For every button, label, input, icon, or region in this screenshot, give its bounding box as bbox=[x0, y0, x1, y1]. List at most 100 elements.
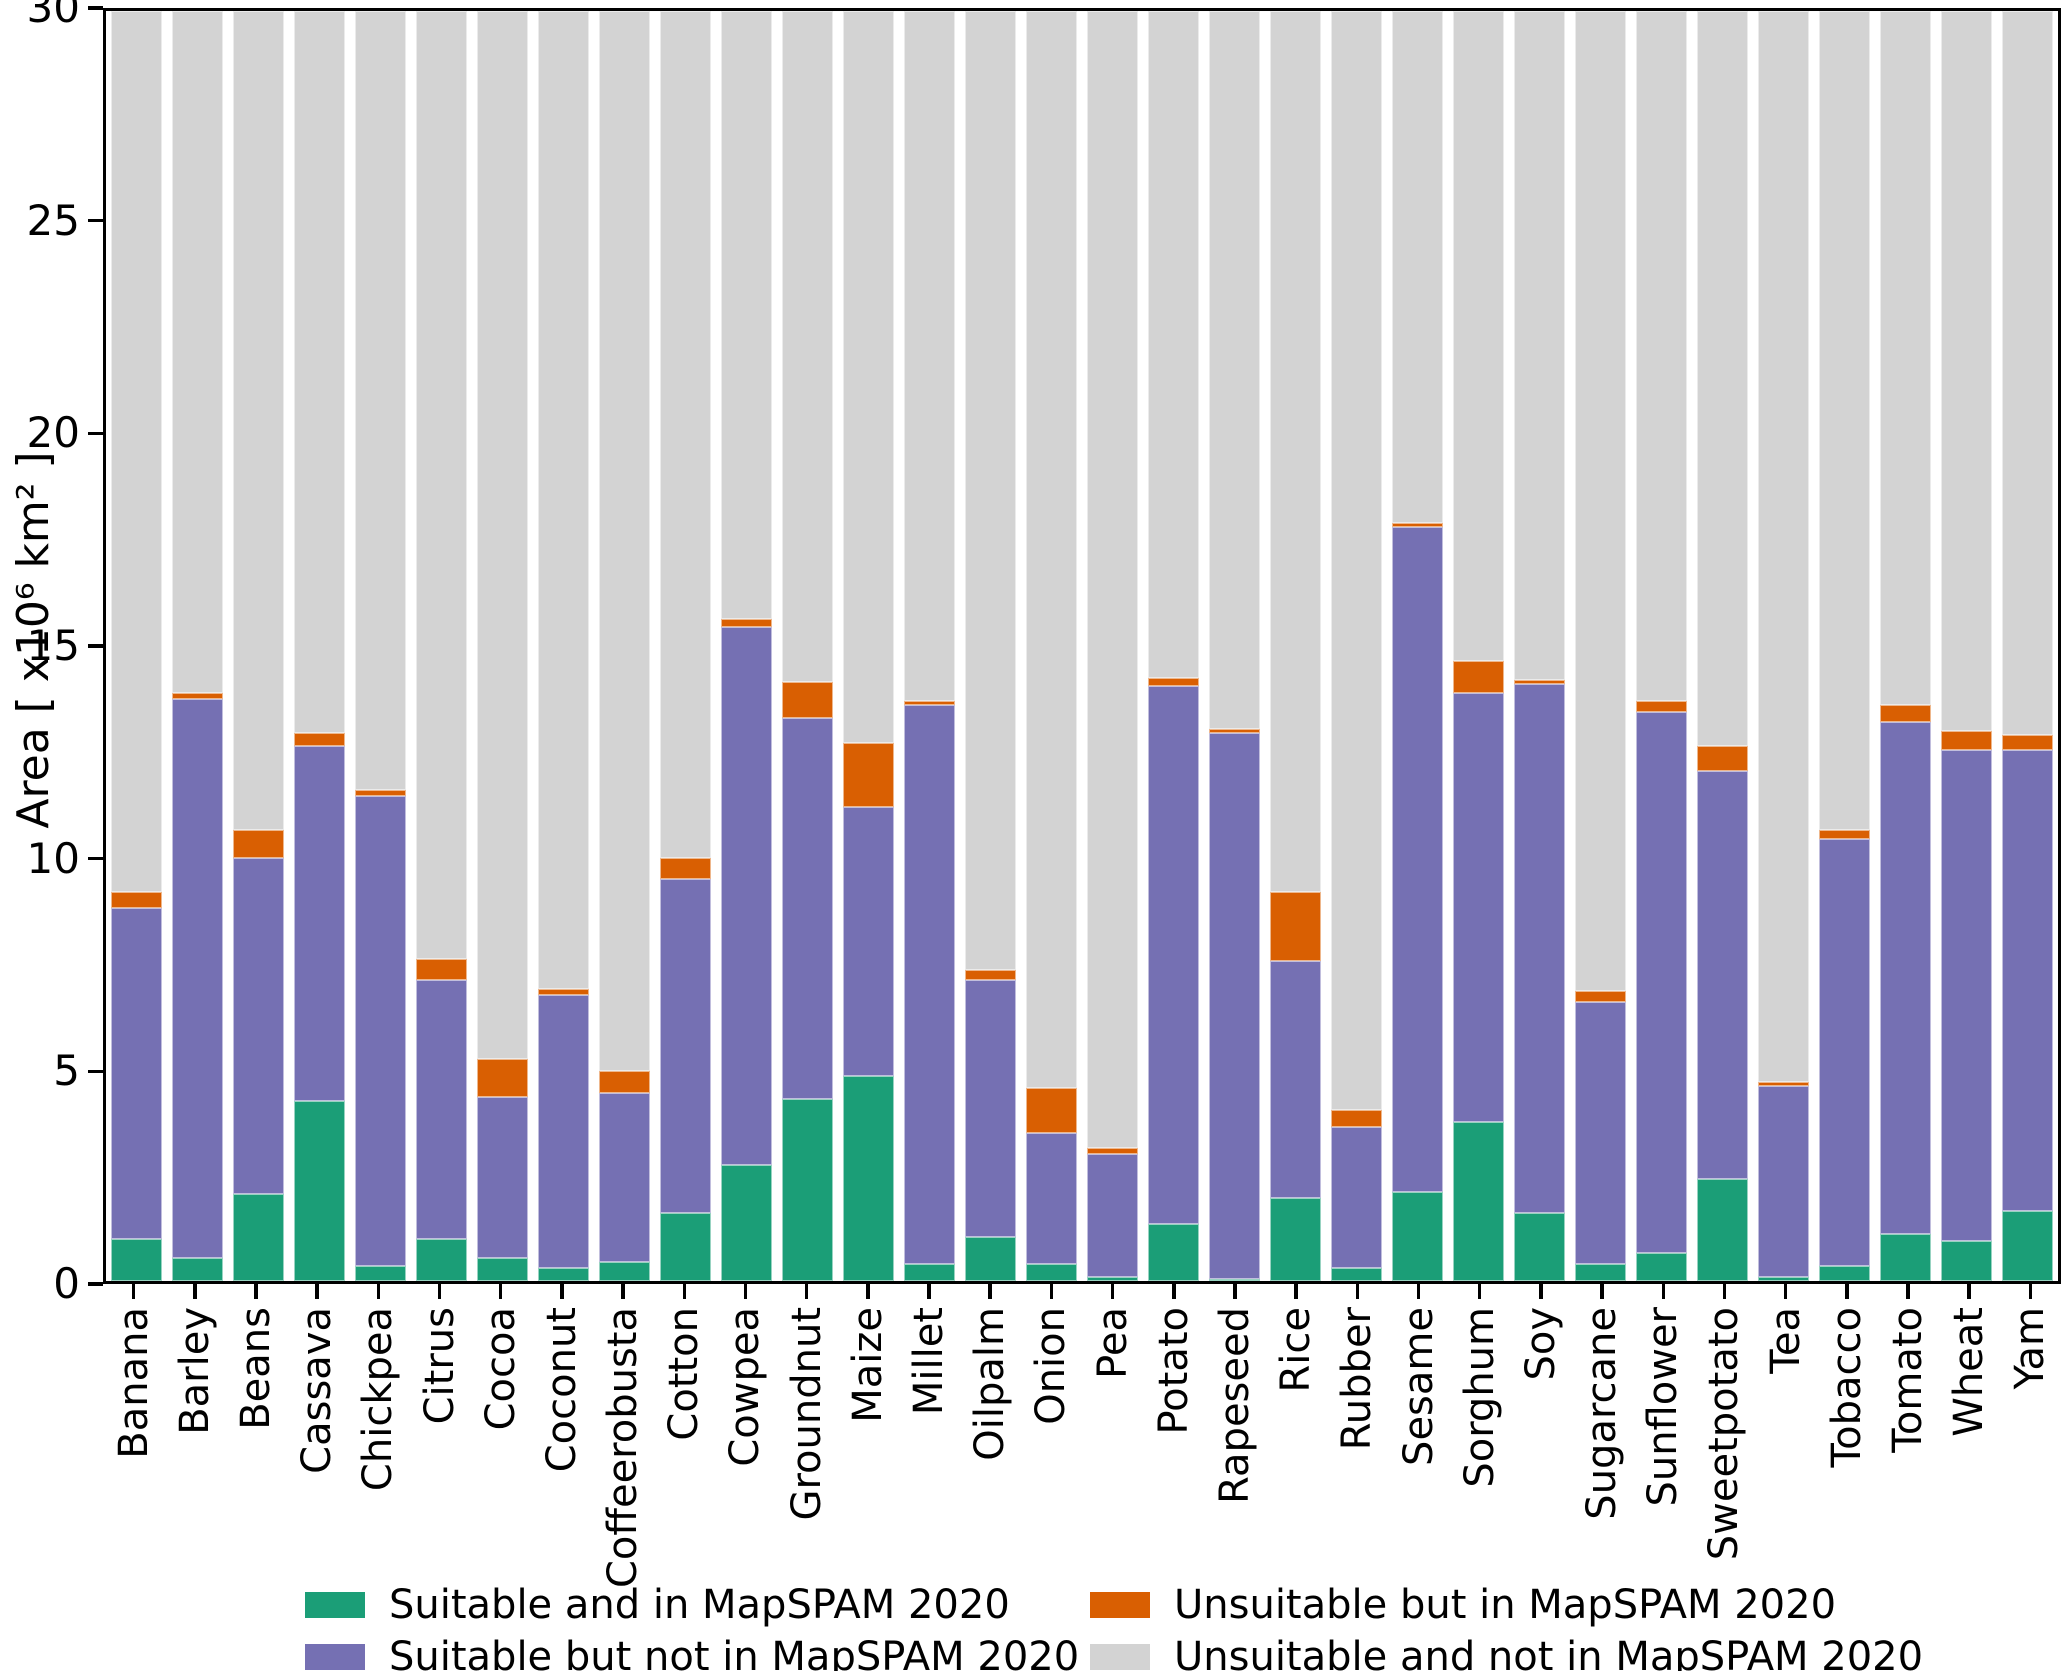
x-tick-mark bbox=[1355, 1284, 1360, 1299]
y-tick-mark bbox=[88, 218, 103, 223]
bar-segment bbox=[111, 11, 162, 892]
bar-segment bbox=[1575, 1001, 1626, 1265]
bar-segment bbox=[477, 1058, 528, 1097]
bar-segment bbox=[721, 618, 772, 627]
x-tick-label-rice: Rice bbox=[1273, 1307, 1320, 1393]
bar-segment bbox=[1941, 11, 1992, 731]
y-tick-label: 10 bbox=[26, 833, 80, 883]
bar-segment bbox=[1880, 705, 1931, 723]
bar-segment bbox=[233, 1194, 284, 1281]
bar-segment bbox=[416, 11, 467, 960]
x-tick-mark bbox=[437, 1284, 442, 1299]
bar-segment bbox=[416, 1238, 467, 1281]
bar-segment bbox=[477, 1096, 528, 1258]
x-tick-mark bbox=[1600, 1284, 1604, 1299]
x-tick-mark bbox=[866, 1284, 870, 1299]
x-tick-mark bbox=[1416, 1284, 1421, 1299]
bar-segment bbox=[1941, 730, 1992, 750]
bar-segment bbox=[1392, 11, 1443, 524]
bar-segment bbox=[1453, 11, 1504, 661]
bar-segment bbox=[111, 1238, 162, 1281]
x-tick-label-tea: Tea bbox=[1762, 1307, 1809, 1374]
x-tick-mark bbox=[682, 1284, 687, 1299]
bar-segment bbox=[294, 11, 345, 733]
x-tick-mark bbox=[1477, 1284, 1482, 1299]
bar-segment bbox=[294, 732, 345, 746]
x-tick-mark bbox=[1661, 1284, 1666, 1299]
bar-segment bbox=[538, 995, 589, 1269]
y-tick-label: 15 bbox=[26, 621, 80, 670]
bar-segment bbox=[294, 1101, 345, 1281]
bar-coconut bbox=[538, 11, 589, 1281]
bar-segment bbox=[111, 891, 162, 909]
bar-segment bbox=[1880, 1234, 1931, 1281]
bar-rubber bbox=[1331, 11, 1382, 1281]
bar-rice bbox=[1270, 11, 1321, 1281]
bar-coffeerobusta bbox=[599, 11, 650, 1281]
bar-segment bbox=[1453, 692, 1504, 1123]
x-tick-label-maize: Maize bbox=[844, 1307, 891, 1423]
x-tick-mark bbox=[315, 1284, 319, 1299]
x-tick-label-potato: Potato bbox=[1150, 1307, 1197, 1435]
bar-segment bbox=[1819, 11, 1870, 831]
bar-segment bbox=[843, 743, 894, 807]
x-tick-label-coconut: Coconut bbox=[538, 1307, 585, 1473]
bar-segment bbox=[843, 1075, 894, 1281]
bar-cowpea bbox=[721, 11, 772, 1281]
x-tick-mark bbox=[498, 1284, 503, 1299]
bar-segment bbox=[1331, 1109, 1382, 1127]
x-tick-label-sweetpotato: Sweetpotato bbox=[1701, 1307, 1748, 1561]
bar-segment bbox=[1026, 11, 1077, 1089]
bar-sugarcane bbox=[1575, 11, 1626, 1281]
bar-cassava bbox=[294, 11, 345, 1281]
bar-segment bbox=[1575, 991, 1626, 1002]
bar-segment bbox=[1209, 1278, 1260, 1281]
bar-segment bbox=[1148, 11, 1199, 678]
bar-segment bbox=[294, 745, 345, 1102]
bar-segment bbox=[1758, 11, 1809, 1083]
bar-segment bbox=[2002, 1211, 2053, 1281]
x-tick-mark bbox=[988, 1284, 992, 1299]
bar-segment bbox=[355, 1266, 406, 1281]
bar-segment bbox=[1026, 1132, 1077, 1265]
x-tick-label-rapeseed: Rapeseed bbox=[1211, 1307, 1258, 1504]
bar-segment bbox=[2002, 734, 2053, 750]
legend-swatch bbox=[305, 1592, 365, 1618]
bar-segment bbox=[1087, 1154, 1138, 1277]
bar-segment bbox=[477, 1257, 528, 1281]
bar-segment bbox=[416, 980, 467, 1239]
x-tick-label-tomato: Tomato bbox=[1885, 1307, 1932, 1453]
bar-segment bbox=[965, 969, 1016, 981]
bar-segment bbox=[904, 705, 955, 1265]
y-tick-label: 25 bbox=[26, 195, 80, 245]
bar-segment bbox=[1270, 891, 1321, 962]
x-tick-mark bbox=[927, 1284, 931, 1299]
bar-segment bbox=[172, 11, 223, 693]
legend: Suitable and in MapSPAM 2020 Unsuitable b… bbox=[305, 1580, 1923, 1671]
bar-segment bbox=[1148, 686, 1199, 1224]
bar-segment bbox=[1758, 1276, 1809, 1281]
x-tick-label-cotton: Cotton bbox=[661, 1307, 708, 1441]
bar-segment bbox=[782, 11, 833, 682]
bar-barley bbox=[172, 11, 223, 1281]
y-tick-label: 20 bbox=[26, 408, 80, 458]
bar-segment bbox=[843, 806, 894, 1076]
bar-segment bbox=[965, 1236, 1016, 1281]
bar-segment bbox=[1819, 838, 1870, 1267]
x-tick-label-cassava: Cassava bbox=[294, 1307, 341, 1474]
bar-tomato bbox=[1880, 11, 1931, 1281]
bar-segment bbox=[111, 908, 162, 1239]
legend-item: Suitable and in MapSPAM 2020 bbox=[305, 1582, 1090, 1628]
bar-groundnut bbox=[782, 11, 833, 1281]
bar-banana bbox=[111, 11, 162, 1281]
x-tick-label-sorghum: Sorghum bbox=[1456, 1307, 1503, 1488]
bar-segment bbox=[1026, 1264, 1077, 1281]
bar-segment bbox=[1087, 1147, 1138, 1155]
bar-segment bbox=[1453, 660, 1504, 693]
bar-segment bbox=[1941, 749, 1992, 1241]
bar-segment bbox=[538, 11, 589, 989]
bar-segment bbox=[721, 626, 772, 1165]
x-tick-label-chickpea: Chickpea bbox=[355, 1307, 402, 1492]
x-tick-label-wheat: Wheat bbox=[1946, 1307, 1993, 1437]
bar-segment bbox=[1148, 1223, 1199, 1281]
